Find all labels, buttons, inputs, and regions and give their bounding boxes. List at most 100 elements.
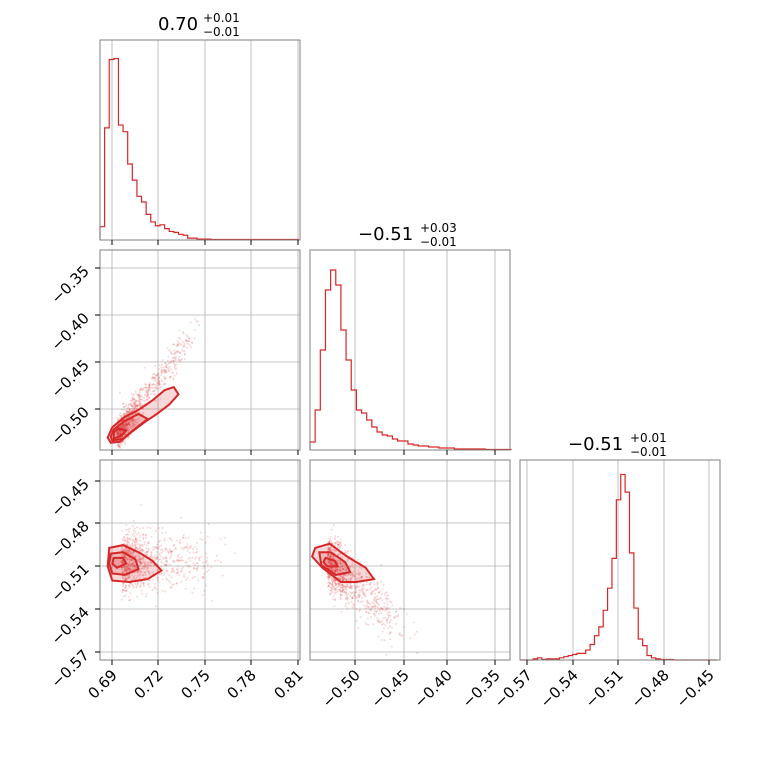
scatter-point [131,421,134,424]
scatter-point [154,386,156,389]
scatter-point [127,410,130,413]
scatter-point [125,409,128,412]
scatter-point [347,593,350,596]
scatter-point [339,595,342,598]
scatter-point [147,393,150,396]
scatter-point [172,560,175,562]
scatter-point [351,597,354,600]
scatter-point [164,362,167,364]
scatter-point [158,364,161,367]
scatter-point [128,408,131,410]
scatter-point [136,576,139,579]
scatter-point [128,538,131,541]
scatter-point [121,561,124,564]
scatter-point [384,592,387,594]
scatter-point [365,589,368,592]
scatter-point [136,571,139,574]
scatter-point [128,550,131,553]
scatter-point [153,585,156,588]
scatter-point [145,565,148,568]
scatter-point [133,407,136,410]
xtick-col3-2: −0.54 [537,666,582,711]
scatter-point [127,549,130,552]
scatter-point [381,609,384,612]
scatter-point [123,538,126,541]
scatter-point [179,351,182,354]
scatter-point [136,553,139,556]
scatter-point [125,569,128,572]
scatter-point [138,548,141,551]
scatter-point [134,582,137,585]
scatter-point [131,563,134,566]
scatter-point [121,560,124,563]
scatter-point [372,623,375,626]
scatter-point [135,407,138,410]
scatter-point [138,391,141,394]
scatter-point [189,321,192,324]
scatter-point [125,411,128,414]
scatter-point [373,600,376,603]
scatter-point [191,342,194,344]
scatter-point [144,394,146,397]
scatter-point [152,376,155,379]
scatter-point [147,395,149,398]
scatter-point [181,348,183,351]
scatter-point [214,559,217,562]
scatter-point [119,442,122,445]
scatter-point [178,359,181,361]
scatter-point [138,546,141,549]
scatter-point [155,554,157,557]
scatter-point [125,568,128,571]
scatter-point [123,569,126,572]
scatter-point [131,559,134,562]
scatter-point [332,524,335,526]
scatter-point [127,558,130,561]
scatter-point [155,386,158,389]
scatter-point [161,371,163,374]
scatter-point [153,555,155,558]
scatter-point [161,370,164,373]
scatter-point [164,362,167,365]
scatter-point [128,424,131,426]
scatter-point [135,399,138,402]
scatter-point [160,368,163,371]
scatter-point [116,432,119,435]
scatter-point [134,403,137,406]
scatter-point [165,570,168,573]
scatter-point [172,377,174,380]
scatter-point [364,595,367,598]
scatter-point [340,610,343,613]
scatter-point [189,570,192,573]
scatter-point [345,593,347,595]
scatter-point [121,591,124,594]
ytick-row3-4: −0.54 [48,603,93,648]
scatter-point [127,596,130,598]
scatter-point [128,429,131,432]
scatter-point [183,350,186,353]
scatter-point [127,410,130,413]
scatter-point [122,549,125,552]
scatter-point [131,563,134,566]
scatter-point [129,544,132,547]
scatter-point [127,584,130,587]
scatter-point [184,546,187,549]
scatter-point [162,558,165,560]
scatter-point [376,595,379,598]
scatter-point [365,623,368,626]
scatter-point [151,377,154,380]
scatter-point [205,584,208,587]
scatter-point [125,590,128,593]
scatter-point [124,422,127,425]
scatter-point [170,586,173,589]
scatter-point [119,412,122,415]
scatter-point [119,415,122,418]
scatter-point [196,569,199,572]
scatter-point [128,537,131,540]
xtick-col3-3: −0.51 [582,666,627,711]
scatter-point [177,343,180,346]
scatter-point [130,559,133,562]
scatter-point [177,565,180,568]
scatter-point [145,554,148,557]
scatter-point [121,538,124,541]
scatter-point [146,394,149,397]
